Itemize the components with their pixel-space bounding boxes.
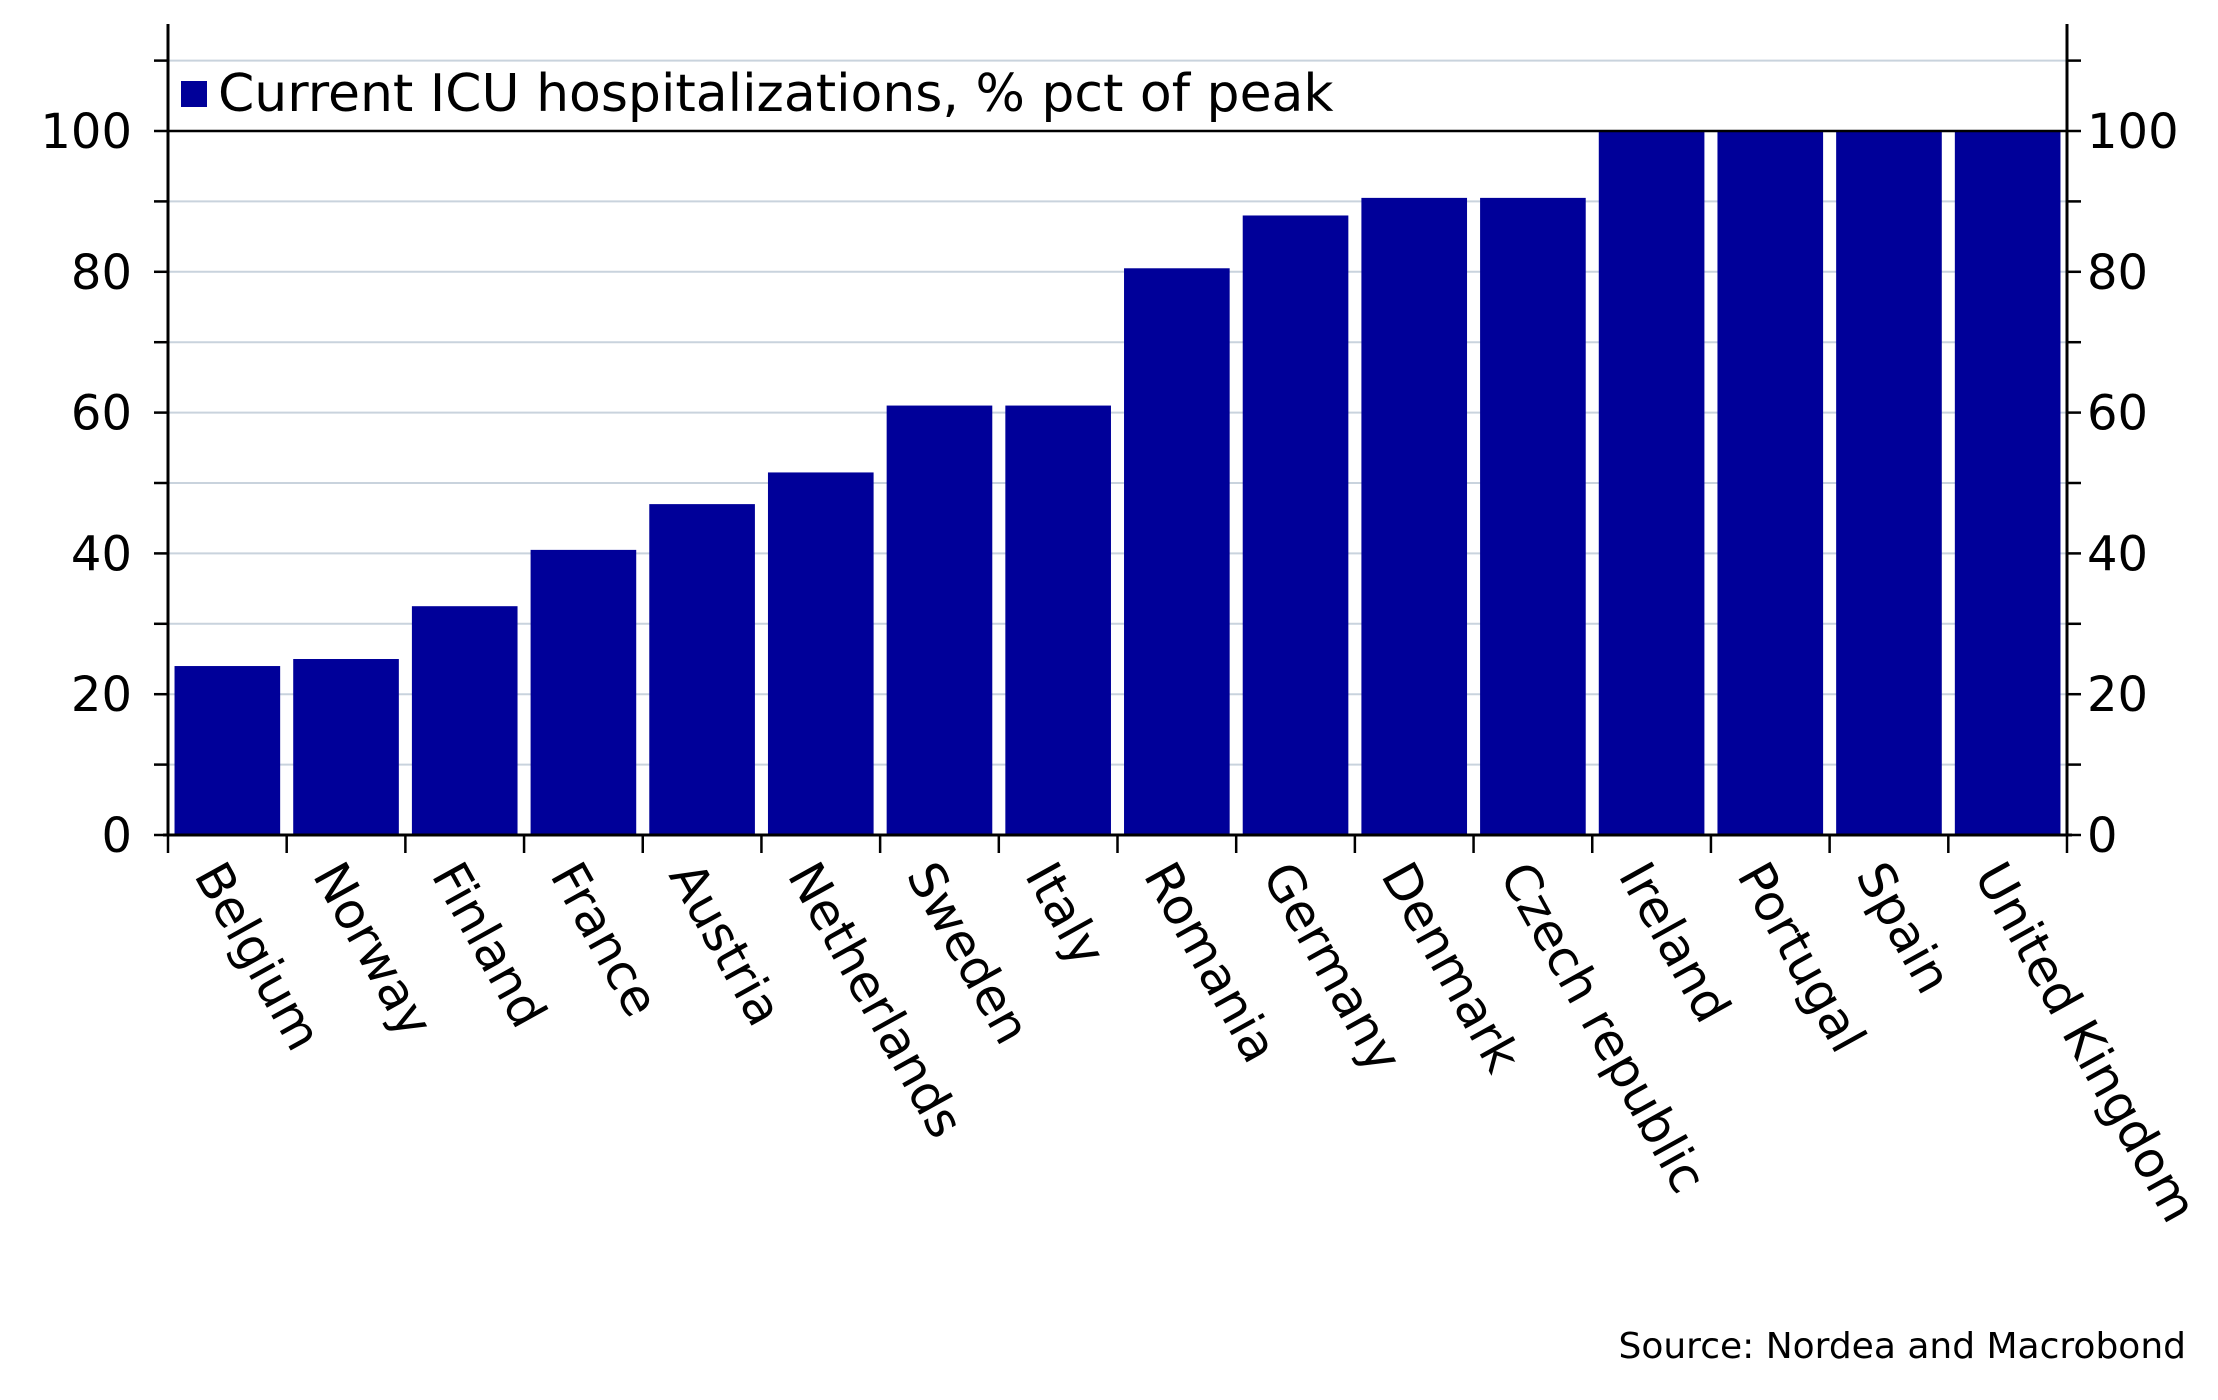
bar xyxy=(886,405,993,835)
bar xyxy=(1480,197,1586,835)
right-y-tick-label: 20 xyxy=(2087,667,2148,723)
bar xyxy=(1361,197,1468,835)
left-y-tick-label: 0 xyxy=(101,808,132,864)
right-y-axis-labels: 0 20 40 60 80 100 xyxy=(2087,104,2179,864)
right-y-tick-label: 40 xyxy=(2087,526,2148,582)
left-y-tick-label: 40 xyxy=(71,526,132,582)
bar xyxy=(649,504,755,835)
left-y-tick-label: 100 xyxy=(40,104,132,160)
source-note: Source: Nordea and Macrobond xyxy=(1618,1326,2186,1367)
right-y-tick-label: 80 xyxy=(2087,245,2148,301)
axes xyxy=(154,24,2081,853)
bar xyxy=(1005,405,1111,835)
bar xyxy=(1717,131,1824,835)
legend-label: Current ICU hospitalizations, % pct of p… xyxy=(218,64,1334,124)
bar xyxy=(174,666,281,835)
bar xyxy=(411,606,518,835)
bar xyxy=(1954,131,2061,835)
legend: Current ICU hospitalizations, % pct of p… xyxy=(181,64,1334,124)
right-y-tick-label: 100 xyxy=(2087,104,2179,160)
legend-swatch xyxy=(181,81,207,107)
bars xyxy=(174,131,2061,836)
bar xyxy=(1124,268,1230,835)
left-y-axis-labels: 0 20 40 60 80 100 xyxy=(40,104,132,864)
bar xyxy=(1836,131,1942,835)
right-y-tick-label: 0 xyxy=(2087,808,2118,864)
left-y-tick-label: 80 xyxy=(71,245,132,301)
left-y-tick-label: 20 xyxy=(71,667,132,723)
right-y-tick-label: 60 xyxy=(2087,386,2148,442)
bar xyxy=(767,472,874,835)
bar xyxy=(293,659,399,835)
bar xyxy=(1598,131,1705,835)
bar xyxy=(530,549,637,835)
left-y-tick-label: 60 xyxy=(71,386,132,442)
bar xyxy=(1242,215,1349,836)
